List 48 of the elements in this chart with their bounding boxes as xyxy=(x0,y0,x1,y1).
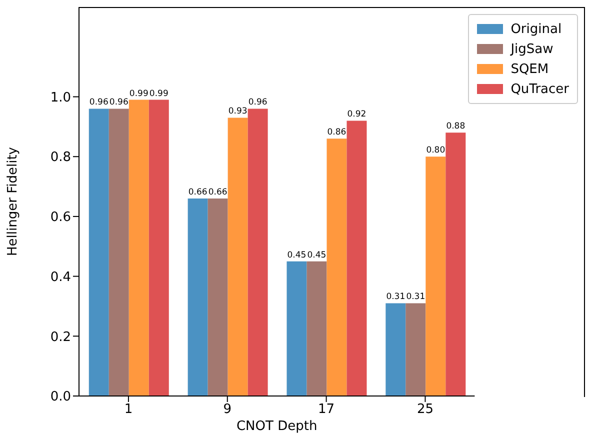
bar xyxy=(386,303,406,396)
data-label: 0.96 xyxy=(109,98,128,108)
data-label: 0.96 xyxy=(89,98,108,108)
y-tick-label: 0.6 xyxy=(50,210,71,226)
bar xyxy=(148,100,169,396)
bar xyxy=(228,118,248,396)
bar xyxy=(188,198,208,396)
bar xyxy=(248,108,268,396)
bar xyxy=(426,156,446,396)
legend-label: JigSaw xyxy=(510,42,554,56)
y-tick-label: 0.8 xyxy=(50,150,71,166)
x-tick-label: 17 xyxy=(318,402,335,418)
bar xyxy=(306,261,327,396)
legend-label: QuTracer xyxy=(510,82,569,96)
bar xyxy=(128,100,149,396)
x-tick-label: 1 xyxy=(124,402,133,418)
legend-label: Original xyxy=(510,22,562,36)
y-tick-label: 0.2 xyxy=(50,330,71,345)
data-label: 0.45 xyxy=(307,250,326,260)
bar xyxy=(208,198,228,396)
x-tick-label: 25 xyxy=(416,402,434,418)
data-label: 0.88 xyxy=(446,122,466,132)
x-axis-title: CNOT Depth xyxy=(236,419,318,434)
bar xyxy=(406,303,426,396)
y-tick-label: 1.0 xyxy=(50,90,71,106)
data-label: 0.31 xyxy=(386,292,406,302)
y-axis-title: Hellinger Fidelity xyxy=(6,146,21,256)
data-label: 0.96 xyxy=(248,98,268,108)
bar xyxy=(326,138,347,396)
data-label: 0.31 xyxy=(406,292,426,302)
data-label: 0.66 xyxy=(208,188,228,198)
x-tick-label: 9 xyxy=(223,402,232,418)
bar xyxy=(286,261,307,396)
bar xyxy=(346,120,367,396)
data-label: 0.66 xyxy=(188,188,208,198)
y-tick-label: 0.4 xyxy=(50,270,71,285)
bar xyxy=(88,108,109,396)
bar xyxy=(446,132,466,396)
data-label: 0.45 xyxy=(287,250,306,260)
data-label: 0.92 xyxy=(347,110,366,120)
data-label: 0.93 xyxy=(228,106,248,117)
y-tick-label: 0.0 xyxy=(50,390,71,405)
data-label: 0.80 xyxy=(426,146,446,156)
bar xyxy=(108,108,129,396)
data-label: 0.86 xyxy=(327,128,346,138)
legend-label: SQEM xyxy=(510,62,549,76)
data-label: 0.99 xyxy=(129,88,148,99)
data-label: 0.99 xyxy=(149,88,168,99)
